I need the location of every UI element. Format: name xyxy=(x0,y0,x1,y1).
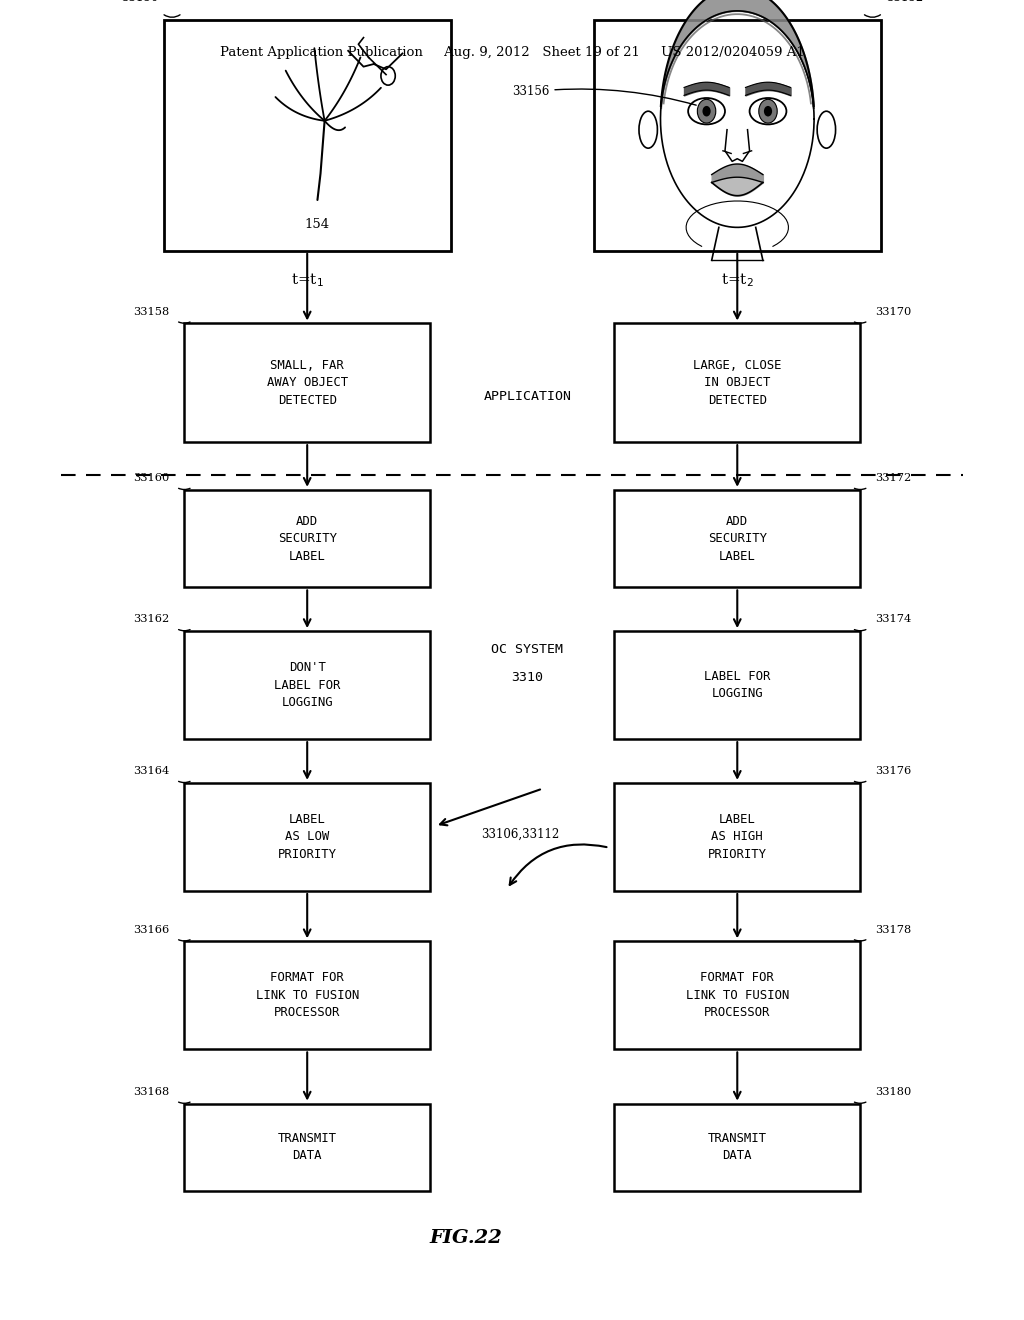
Bar xyxy=(594,20,881,251)
Text: 33172: 33172 xyxy=(876,473,911,483)
Text: LABEL
AS HIGH
PRIORITY: LABEL AS HIGH PRIORITY xyxy=(708,813,767,861)
Text: LABEL
AS LOW
PRIORITY: LABEL AS LOW PRIORITY xyxy=(278,813,337,861)
Bar xyxy=(614,631,860,739)
Text: 33174: 33174 xyxy=(876,614,911,624)
Bar xyxy=(614,1104,860,1191)
Circle shape xyxy=(702,106,711,116)
Text: FORMAT FOR
LINK TO FUSION
PROCESSOR: FORMAT FOR LINK TO FUSION PROCESSOR xyxy=(256,972,358,1019)
Text: APPLICATION: APPLICATION xyxy=(483,389,571,403)
Text: TRANSMIT
DATA: TRANSMIT DATA xyxy=(278,1131,337,1163)
Text: LARGE, CLOSE
IN OBJECT
DETECTED: LARGE, CLOSE IN OBJECT DETECTED xyxy=(693,359,781,407)
Bar xyxy=(184,490,430,587)
Ellipse shape xyxy=(750,98,786,124)
Bar xyxy=(164,20,451,251)
Text: 33156: 33156 xyxy=(512,86,696,106)
Text: TRANSMIT
DATA: TRANSMIT DATA xyxy=(708,1131,767,1163)
Text: 33106,33112: 33106,33112 xyxy=(481,828,559,841)
Text: 33160: 33160 xyxy=(133,473,169,483)
Bar xyxy=(184,631,430,739)
Text: FIG.22: FIG.22 xyxy=(429,1229,503,1247)
Bar xyxy=(184,323,430,442)
Bar xyxy=(184,1104,430,1191)
Text: 33164: 33164 xyxy=(133,766,169,776)
Bar xyxy=(614,323,860,442)
Bar xyxy=(614,783,860,891)
Ellipse shape xyxy=(688,98,725,124)
Text: t=t$_2$: t=t$_2$ xyxy=(721,271,754,289)
Text: LABEL FOR
LOGGING: LABEL FOR LOGGING xyxy=(705,669,770,701)
Bar xyxy=(184,783,430,891)
Text: 33150: 33150 xyxy=(122,0,159,4)
Text: t=t$_1$: t=t$_1$ xyxy=(291,271,324,289)
Bar xyxy=(614,490,860,587)
Bar xyxy=(184,941,430,1049)
Text: 33168: 33168 xyxy=(133,1086,169,1097)
Text: 33152: 33152 xyxy=(886,0,923,4)
Circle shape xyxy=(759,99,777,123)
Text: ADD
SECURITY
LABEL: ADD SECURITY LABEL xyxy=(708,515,767,562)
Circle shape xyxy=(697,99,716,123)
Text: 33166: 33166 xyxy=(133,924,169,935)
Text: 154: 154 xyxy=(305,218,330,231)
Text: 33158: 33158 xyxy=(133,306,169,317)
Circle shape xyxy=(764,106,772,116)
Text: Patent Application Publication     Aug. 9, 2012   Sheet 19 of 21     US 2012/020: Patent Application Publication Aug. 9, 2… xyxy=(219,46,805,59)
Text: 33170: 33170 xyxy=(876,306,911,317)
Bar xyxy=(614,941,860,1049)
Text: DON'T
LABEL FOR
LOGGING: DON'T LABEL FOR LOGGING xyxy=(274,661,340,709)
Text: 33178: 33178 xyxy=(876,924,911,935)
Text: SMALL, FAR
AWAY OBJECT
DETECTED: SMALL, FAR AWAY OBJECT DETECTED xyxy=(266,359,348,407)
Text: OC SYSTEM: OC SYSTEM xyxy=(492,643,563,656)
Text: 3310: 3310 xyxy=(511,671,544,684)
Text: FORMAT FOR
LINK TO FUSION
PROCESSOR: FORMAT FOR LINK TO FUSION PROCESSOR xyxy=(686,972,788,1019)
Text: 33176: 33176 xyxy=(876,766,911,776)
Text: ADD
SECURITY
LABEL: ADD SECURITY LABEL xyxy=(278,515,337,562)
Text: 33180: 33180 xyxy=(876,1086,911,1097)
Text: 33162: 33162 xyxy=(133,614,169,624)
